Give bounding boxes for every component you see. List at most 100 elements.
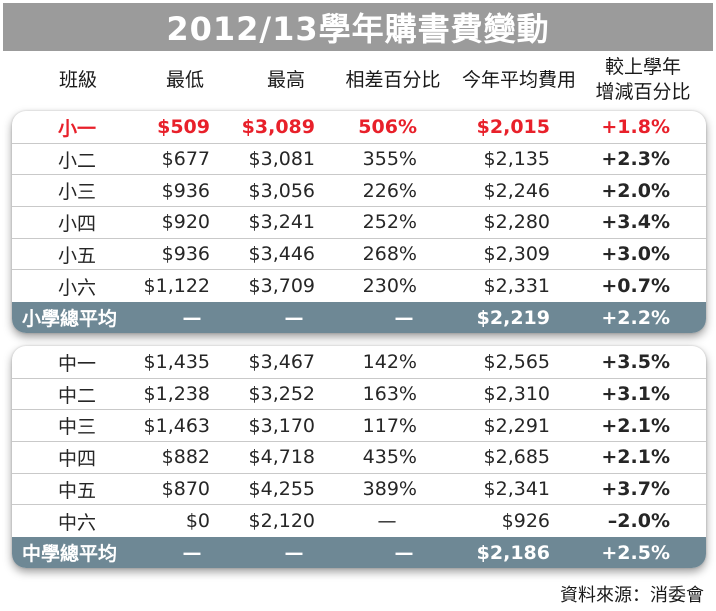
min-cell: $936 — [161, 243, 210, 266]
header-diff-label: 相差百分比 — [345, 68, 441, 91]
chart-title: 2012/13學年購書費變動 — [166, 10, 550, 48]
table-row: 小五 $936 $3,446 268% $2,309 +3.0% — [12, 239, 706, 271]
min-cell: $0 — [185, 510, 210, 533]
change-cell: +3.1% — [601, 383, 670, 406]
max-cell: $3,467 — [248, 351, 315, 374]
diff-cell: 226% — [362, 179, 417, 202]
diff-cell: 389% — [362, 478, 417, 501]
avg-cell: $2,685 — [483, 446, 550, 469]
diff-cell: — — [377, 510, 397, 533]
min-cell: $870 — [161, 478, 210, 501]
table-row: 小一 $509 $3,089 506% $2,015 +1.8% — [12, 112, 706, 144]
change-cell: +0.7% — [601, 275, 670, 298]
grade-cell: 中五 — [57, 479, 96, 502]
diff-cell: 142% — [362, 351, 417, 374]
diff-cell: 252% — [362, 211, 417, 234]
header-change: 較上學年 增減百分比 — [595, 51, 690, 109]
avg-cell: $2,341 — [483, 478, 550, 501]
max-cell: $3,056 — [248, 179, 315, 202]
avg-cell: $2,331 — [483, 275, 550, 298]
diff-cell: 163% — [362, 383, 417, 406]
table-header: 班級 最低 最高 相差百分比 今年平均費用 較上學年 增減百分比 — [3, 51, 713, 109]
max-cell: $3,089 — [241, 116, 315, 139]
avg-cell: $2,135 — [483, 148, 550, 171]
min-cell: — — [182, 541, 202, 564]
header-diff: 相差百分比 — [345, 51, 440, 109]
table-row: 中一 $1,435 $3,467 142% $2,565 +3.5% — [12, 347, 706, 379]
header-avg: 今年平均費用 — [462, 51, 576, 109]
grade-cell: 中二 — [57, 384, 96, 407]
grade-cell: 小六 — [57, 276, 96, 299]
min-cell: — — [182, 306, 202, 329]
min-cell: $936 — [161, 179, 210, 202]
change-cell: +2.3% — [601, 148, 670, 171]
secondary-school-panel: 中一 $1,435 $3,467 142% $2,565 +3.5% 中二 $1,238 $3,… — [12, 346, 706, 569]
max-cell: $4,718 — [248, 446, 315, 469]
change-cell: +2.2% — [601, 306, 670, 329]
source-note: 資料來源：消委會 — [560, 585, 704, 606]
max-cell: $3,252 — [248, 383, 315, 406]
avg-cell: $2,309 — [483, 243, 550, 266]
max-cell: $3,170 — [248, 414, 315, 437]
grade-cell: 中四 — [57, 447, 96, 470]
primary-school-panel: 小一 $509 $3,089 506% $2,015 +1.8% 小二 $677 $3,081 3… — [12, 111, 706, 334]
diff-cell: 268% — [362, 243, 417, 266]
max-cell: $3,241 — [248, 211, 315, 234]
secondary-average-row: 中學總平均 — — — $2,186 +2.5% — [12, 537, 706, 569]
min-cell: $677 — [161, 148, 210, 171]
table-row: 中五 $870 $4,255 389% $2,341 +3.7% — [12, 474, 706, 506]
title-bar: 2012/13學年購書費變動 — [3, 3, 713, 51]
grade-cell: 中三 — [57, 416, 96, 439]
table-row: 中四 $882 $4,718 435% $2,685 +2.1% — [12, 442, 706, 474]
max-cell: — — [284, 306, 304, 329]
min-cell: $882 — [161, 446, 210, 469]
header-grade: 班級 — [59, 51, 97, 109]
table-row: 中二 $1,238 $3,252 163% $2,310 +3.1% — [12, 379, 706, 411]
header-max-label: 最高 — [266, 68, 306, 91]
diff-cell: — — [394, 306, 414, 329]
grade-cell: 小四 — [57, 212, 96, 235]
change-cell: +2.5% — [601, 541, 670, 564]
min-cell: $509 — [157, 116, 210, 139]
table-row: 小二 $677 $3,081 355% $2,135 +2.3% — [12, 144, 706, 176]
change-cell: +1.8% — [601, 116, 670, 139]
grade-cell: 小三 — [57, 181, 96, 204]
change-cell: +2.1% — [601, 446, 670, 469]
diff-cell: — — [394, 541, 414, 564]
header-min: 最低 — [166, 51, 204, 109]
grade-cell: 中六 — [57, 511, 96, 534]
primary-average-row: 小學總平均 — — — $2,219 +2.2% — [12, 302, 706, 334]
min-cell: $1,435 — [143, 351, 210, 374]
change-cell: –2.0% — [607, 510, 670, 533]
change-cell: +3.0% — [601, 243, 670, 266]
grade-cell: 小一 — [57, 117, 96, 140]
change-cell: +2.1% — [601, 414, 670, 437]
avg-cell: $2,280 — [483, 211, 550, 234]
diff-cell: 506% — [358, 116, 417, 139]
change-cell: +3.4% — [601, 211, 670, 234]
table-row: 小四 $920 $3,241 252% $2,280 +3.4% — [12, 207, 706, 239]
table-row: 中六 $0 $2,120 — $926 –2.0% — [12, 505, 706, 537]
header-min-label: 最低 — [165, 68, 205, 91]
max-cell: $4,255 — [248, 478, 315, 501]
header-avg-label: 今年平均費用 — [461, 68, 577, 91]
header-change-line2: 增減百分比 — [595, 81, 691, 103]
header-change-line1: 較上學年 — [604, 56, 682, 78]
grade-cell: 小五 — [57, 244, 96, 267]
min-cell: $1,122 — [143, 275, 210, 298]
avg-cell: $2,565 — [483, 351, 550, 374]
avg-cell: $2,186 — [476, 541, 550, 564]
grade-cell: 中一 — [57, 352, 96, 375]
max-cell: — — [284, 541, 304, 564]
change-cell: +3.7% — [601, 478, 670, 501]
max-cell: $3,446 — [248, 243, 315, 266]
change-cell: +2.0% — [601, 179, 670, 202]
table-row: 中三 $1,463 $3,170 117% $2,291 +2.1% — [12, 410, 706, 443]
min-cell: $920 — [161, 211, 210, 234]
average-label: 中學總平均 — [22, 543, 118, 566]
max-cell: $3,709 — [248, 275, 315, 298]
avg-cell: $2,219 — [476, 306, 550, 329]
min-cell: $1,463 — [143, 414, 210, 437]
diff-cell: 435% — [362, 446, 417, 469]
table-row: 小六 $1,122 $3,709 230% $2,331 +0.7% — [12, 270, 706, 302]
